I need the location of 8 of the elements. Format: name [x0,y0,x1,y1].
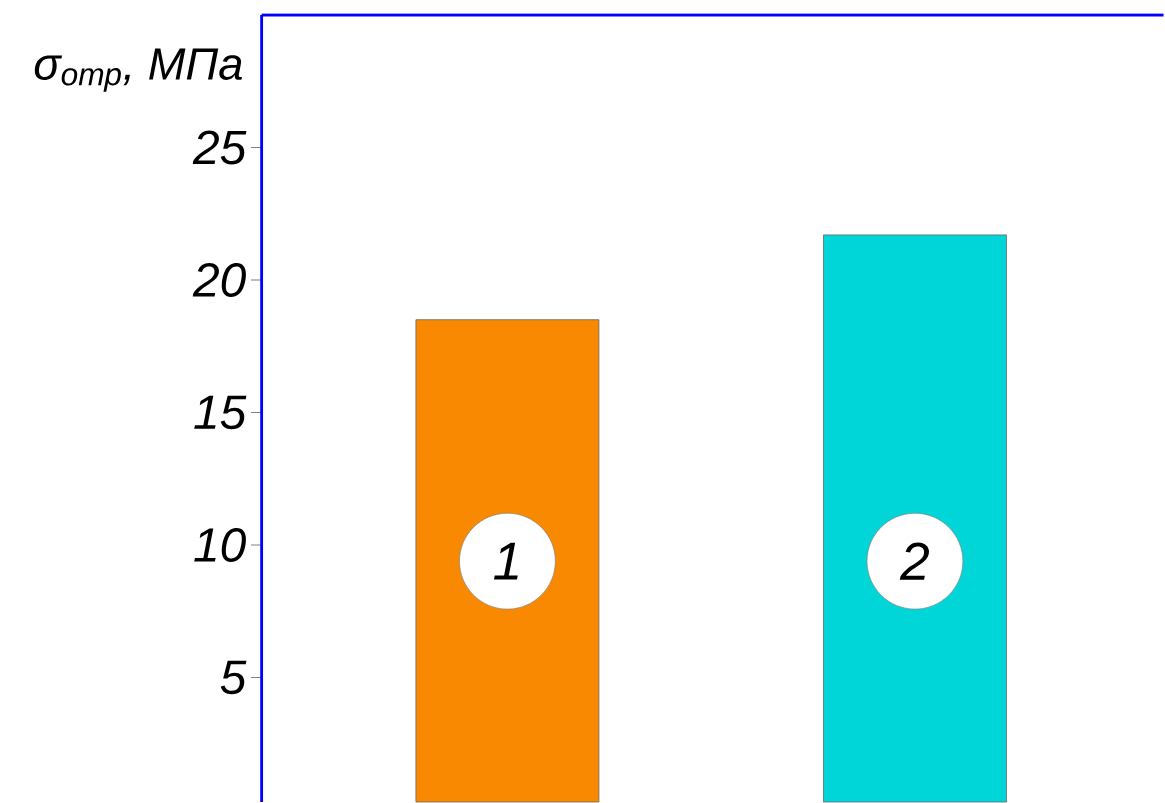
y-tick-label: 10 [194,527,246,562]
y-tick-label: 25 [192,130,247,165]
x-tick-label: 2 [899,542,929,580]
y-axis-title: σ$_{отр}$, МПа [34,48,242,92]
y-tick-label: 5 [220,660,247,694]
x-tick-label: 1 [493,542,518,580]
y-tick-label: 20 [192,262,246,297]
y-tick-label: 15 [194,395,247,429]
